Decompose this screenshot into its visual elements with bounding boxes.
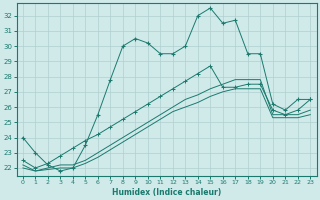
X-axis label: Humidex (Indice chaleur): Humidex (Indice chaleur) [112, 188, 221, 197]
